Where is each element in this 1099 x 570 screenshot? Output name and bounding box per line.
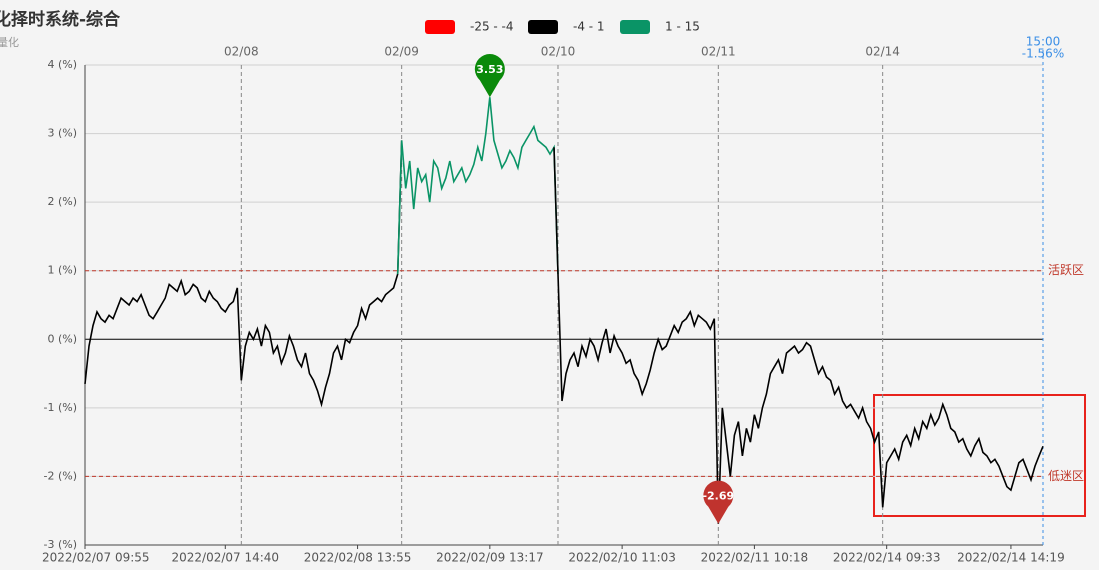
legend-label: -25 - -4 bbox=[470, 20, 514, 34]
line-segment bbox=[396, 97, 559, 275]
highlight-box bbox=[873, 394, 1086, 517]
legend-label: 1 - 15 bbox=[665, 20, 700, 34]
x-tick-label: 2022/02/07 14:40 bbox=[172, 551, 280, 565]
legend-label: -4 - 1 bbox=[573, 20, 605, 34]
pin bbox=[474, 54, 505, 98]
chart-subtitle: 间量化 bbox=[0, 35, 19, 49]
y-tick-label: -3 (%) bbox=[44, 538, 78, 551]
y-tick-label: 3 (%) bbox=[47, 127, 77, 140]
day-label: 02/08 bbox=[224, 45, 259, 59]
x-tick-label: 2022/02/08 13:55 bbox=[304, 551, 412, 565]
x-tick-label: 2022/02/09 13:17 bbox=[436, 551, 544, 565]
legend-swatch bbox=[528, 20, 558, 34]
legend-swatch bbox=[425, 20, 455, 34]
x-tick-label: 2022/02/10 11:03 bbox=[568, 551, 676, 565]
day-label: 02/10 bbox=[541, 45, 576, 59]
y-tick-label: 2 (%) bbox=[47, 195, 77, 208]
day-label: 02/14 bbox=[865, 45, 900, 59]
x-tick-label: 2022/02/14 14:19 bbox=[957, 551, 1065, 565]
y-tick-label: -1 (%) bbox=[44, 401, 78, 414]
chart-title: 化择时系统-综合 bbox=[0, 9, 121, 30]
cursor-value: -1.56% bbox=[1022, 47, 1064, 61]
y-tick-label: 1 (%) bbox=[47, 264, 77, 277]
y-tick-label: 0 (%) bbox=[47, 332, 77, 345]
y-tick-label: -2 (%) bbox=[44, 469, 78, 482]
pin-label: -2.69 bbox=[702, 490, 734, 503]
legend-swatch bbox=[620, 20, 650, 34]
pin-label: 3.53 bbox=[476, 63, 503, 76]
x-tick-label: 2022/02/14 09:33 bbox=[833, 551, 941, 565]
x-tick-label: 2022/02/11 10:18 bbox=[701, 551, 809, 565]
reference-label: 活跃区 bbox=[1048, 263, 1084, 277]
pin bbox=[703, 480, 734, 524]
y-tick-label: 4 (%) bbox=[47, 58, 77, 71]
cursor-time: 15:00 bbox=[1026, 35, 1061, 49]
reference-label: 低迷区 bbox=[1048, 469, 1084, 483]
x-tick-label: 2022/02/07 09:55 bbox=[42, 551, 150, 565]
line-segment bbox=[84, 140, 403, 408]
day-label: 02/09 bbox=[384, 45, 419, 59]
day-label: 02/11 bbox=[701, 45, 736, 59]
line-segment bbox=[553, 147, 1044, 524]
